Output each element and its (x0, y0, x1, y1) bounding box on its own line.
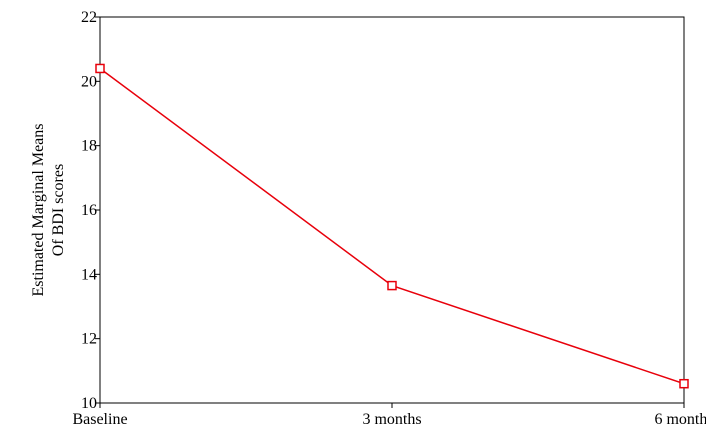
y-axis-title-line-1: Estimated Marginal Means (30, 124, 47, 297)
data-point-marker (387, 280, 397, 291)
y-tick-label: 20 (81, 73, 97, 90)
y-tick-label: 14 (81, 266, 97, 283)
series-group (95, 63, 689, 389)
series-line (99, 67, 685, 385)
y-tick-label: 22 (81, 9, 97, 26)
y-tick-label: 10 (81, 395, 97, 412)
y-axis-title-line-2: Of BDI scores (50, 164, 67, 256)
x-axis: Baseline 3 months 6 months (72, 403, 706, 428)
y-tick-label: 18 (81, 138, 97, 155)
y-tick-label: 12 (81, 331, 97, 348)
y-axis: 10 12 14 16 18 20 22 (81, 9, 100, 412)
data-point-marker (679, 378, 689, 389)
x-tick-label: 6 months (654, 411, 706, 428)
x-tick-label: 3 months (362, 411, 421, 428)
plot-frame (99, 16, 685, 404)
data-point-marker (95, 63, 105, 74)
x-tick-label: Baseline (72, 411, 127, 428)
y-tick-label: 16 (81, 202, 97, 219)
